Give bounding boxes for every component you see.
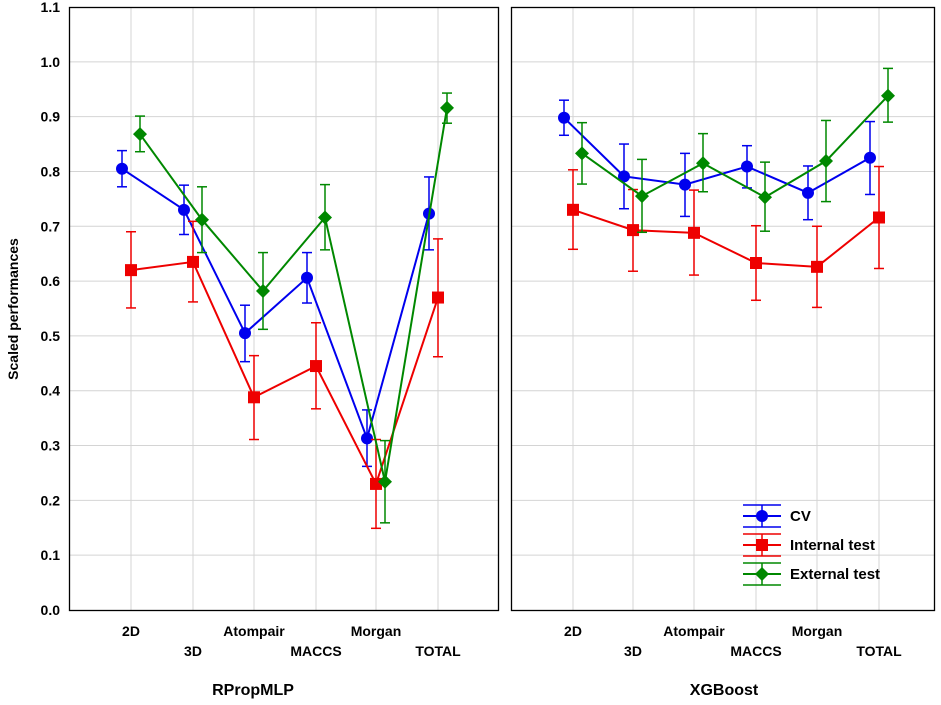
category-label-xgboost-3d: 3D bbox=[624, 643, 642, 659]
data-point-external-test-3d bbox=[195, 212, 209, 227]
category-label-rpropmlp-maccs: MACCS bbox=[290, 643, 341, 659]
data-point-internal-test-morgan bbox=[811, 260, 823, 273]
series-line-rpropmlp-external-test bbox=[139, 107, 448, 482]
category-labels: 2D 3D Atompair MACCS Morgan TOTAL 2D 3D Atompair… bbox=[122, 623, 902, 659]
series-line-rpropmlp-internal-test bbox=[130, 260, 439, 487]
data-point-cv-2d bbox=[116, 162, 128, 175]
data-point-internal-test-total bbox=[432, 291, 444, 304]
legend-item-external-test: External test bbox=[743, 562, 880, 586]
data-point-cv-maccs bbox=[301, 271, 313, 284]
panel-frame-rpropmlp bbox=[68, 6, 500, 612]
data-point-internal-test-3d bbox=[627, 224, 639, 237]
data-point-internal-test-atompair bbox=[248, 391, 260, 404]
data-point-internal-test-atompair bbox=[688, 226, 700, 239]
y-tick-label: 0.4 bbox=[41, 383, 61, 399]
data-point-internal-test-3d bbox=[187, 255, 199, 268]
data-point-external-test-2d bbox=[133, 127, 147, 142]
data-point-external-test-3d bbox=[635, 189, 649, 204]
legend-item-cv: CV bbox=[743, 504, 811, 528]
panel-title-rpropmlp: RPropMLP bbox=[212, 682, 294, 699]
category-label-rpropmlp-morgan: Morgan bbox=[351, 623, 402, 639]
category-label-rpropmlp-atompair: Atompair bbox=[223, 623, 285, 639]
series-line-rpropmlp-cv bbox=[121, 167, 430, 442]
y-tick-label: 0.7 bbox=[41, 218, 61, 234]
data-point-cv-atompair bbox=[239, 327, 251, 340]
y-tick-label: 1.0 bbox=[41, 54, 61, 70]
y-tick-label: 0.1 bbox=[41, 547, 61, 563]
legend-item-internal-test: Internal test bbox=[743, 533, 875, 557]
series-xgboost-cv bbox=[558, 99, 876, 221]
legend-label-internal-test: Internal test bbox=[790, 537, 875, 554]
data-point-cv-morgan bbox=[802, 186, 814, 199]
series-xgboost-internal-test bbox=[567, 165, 885, 309]
data-point-internal-test-maccs bbox=[310, 360, 322, 373]
series-xgboost-external-test bbox=[575, 67, 895, 234]
data-point-external-test-morgan bbox=[378, 474, 392, 489]
y-tick-label: 0.2 bbox=[41, 492, 61, 508]
legend-marker-internal-test bbox=[756, 539, 768, 551]
data-point-cv-atompair bbox=[679, 178, 691, 191]
grid-layer bbox=[70, 8, 934, 610]
y-axis-label: Scaled performances bbox=[5, 238, 21, 380]
data-point-external-test-total bbox=[881, 88, 895, 103]
category-label-xgboost-2d: 2D bbox=[564, 623, 582, 639]
y-tick-label: 0.8 bbox=[41, 163, 61, 179]
category-label-xgboost-total: TOTAL bbox=[856, 643, 902, 659]
y-tick-label: 0.3 bbox=[41, 438, 61, 454]
data-point-external-test-maccs bbox=[758, 190, 772, 205]
series-rpropmlp-cv bbox=[116, 149, 435, 468]
series-line-xgboost-external-test bbox=[581, 95, 889, 199]
panel-title-xgboost: XGBoost bbox=[690, 682, 759, 699]
y-tick-label: 1.1 bbox=[41, 0, 61, 15]
data-point-external-test-morgan bbox=[819, 154, 833, 169]
category-label-rpropmlp-2d: 2D bbox=[122, 623, 140, 639]
data-point-external-test-total bbox=[440, 100, 454, 115]
data-point-cv-2d bbox=[558, 111, 570, 124]
data-point-internal-test-maccs bbox=[750, 257, 762, 270]
data-point-cv-morgan bbox=[361, 432, 373, 445]
legend-marker-cv bbox=[756, 510, 768, 522]
panel-frame-xgboost bbox=[510, 6, 936, 612]
data-point-external-test-atompair bbox=[256, 283, 270, 298]
series-layer bbox=[116, 67, 895, 530]
category-label-xgboost-atompair: Atompair bbox=[663, 623, 725, 639]
data-point-external-test-atompair bbox=[696, 156, 710, 171]
y-tick-label: 0.5 bbox=[41, 328, 61, 344]
data-point-internal-test-2d bbox=[125, 264, 137, 277]
category-label-rpropmlp-3d: 3D bbox=[184, 643, 202, 659]
category-label-xgboost-maccs: MACCS bbox=[730, 643, 781, 659]
category-label-rpropmlp-total: TOTAL bbox=[415, 643, 461, 659]
series-line-xgboost-cv bbox=[563, 117, 871, 194]
category-label-xgboost-morgan: Morgan bbox=[792, 623, 843, 639]
legend-label-external-test: External test bbox=[790, 566, 880, 583]
data-point-cv-3d bbox=[178, 203, 190, 216]
legend-label-cv: CV bbox=[790, 508, 811, 525]
data-point-external-test-maccs bbox=[318, 210, 332, 225]
y-tick-label: 0.0 bbox=[41, 602, 61, 618]
data-point-internal-test-total bbox=[873, 211, 885, 224]
legend-marker-external-test bbox=[755, 567, 769, 581]
data-point-internal-test-2d bbox=[567, 203, 579, 216]
data-point-cv-3d bbox=[618, 170, 630, 183]
data-point-external-test-2d bbox=[575, 146, 589, 161]
data-point-cv-maccs bbox=[741, 160, 753, 173]
series-rpropmlp-internal-test bbox=[125, 220, 444, 530]
series-line-xgboost-internal-test bbox=[572, 208, 880, 268]
y-tick-label: 0.9 bbox=[41, 109, 61, 125]
y-tick-label: 0.6 bbox=[41, 273, 61, 289]
legend: CV Internal test External test bbox=[743, 504, 880, 586]
series-rpropmlp-external-test bbox=[133, 92, 454, 524]
y-ticks: 0.0 0.1 0.2 0.3 0.4 0.5 0.6 0.7 0.8 0.9 1.0 1.1 bbox=[41, 0, 61, 618]
data-point-cv-total bbox=[864, 151, 876, 164]
